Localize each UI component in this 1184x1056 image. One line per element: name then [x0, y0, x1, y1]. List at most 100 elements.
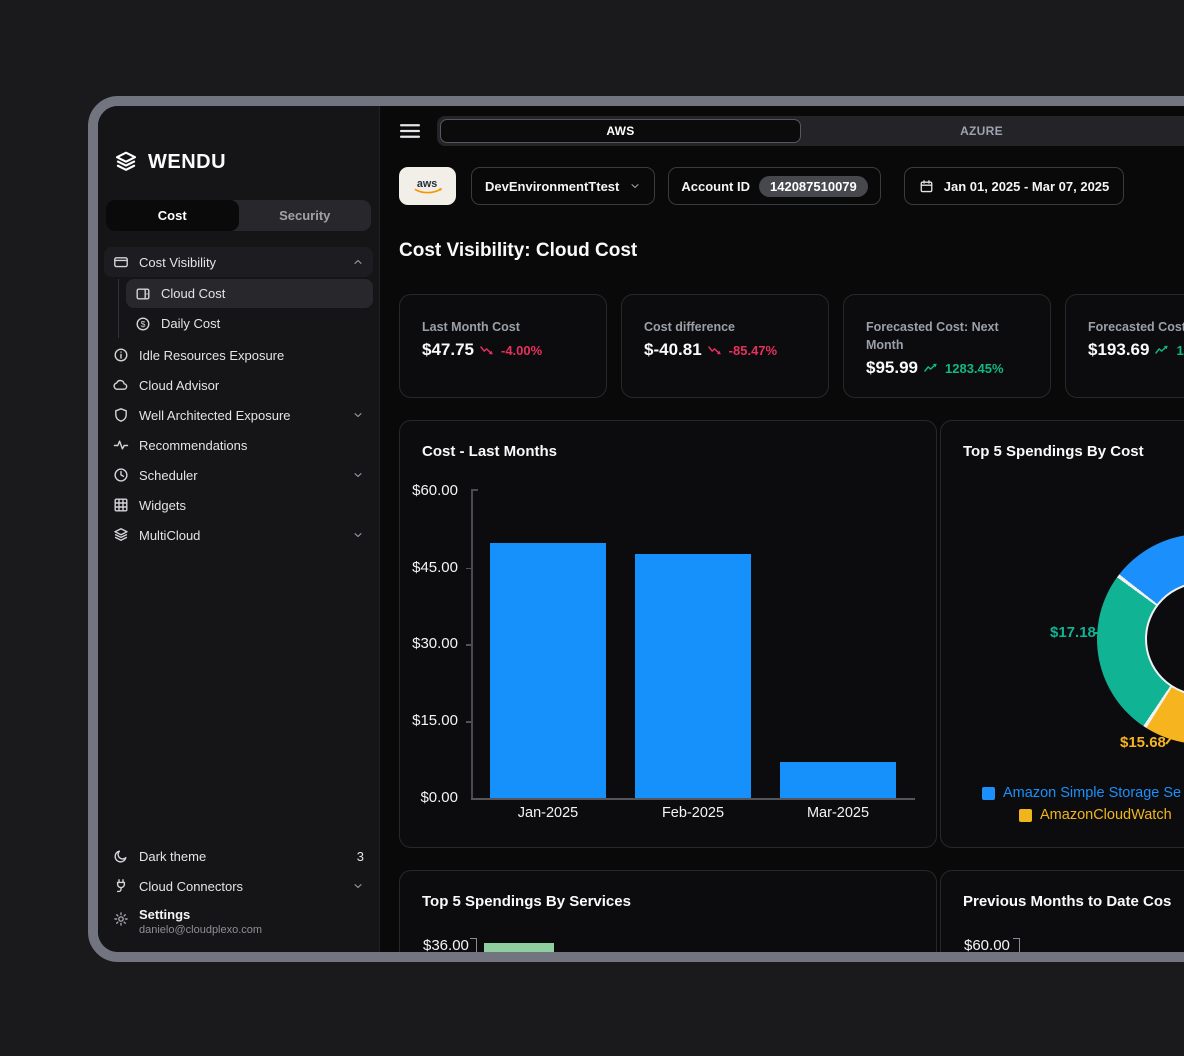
- filter-bar: aws DevEnvironmentTtest Account ID 14208…: [399, 166, 1125, 206]
- tab-azure[interactable]: AZURE: [960, 124, 1003, 138]
- chevron-up-icon: [352, 256, 364, 268]
- stat-card: Cost difference $-40.81 -85.47%: [621, 294, 829, 398]
- legend-swatch: [982, 786, 995, 800]
- bar-Jan-2025: [490, 543, 606, 798]
- sidebar-item-widgets[interactable]: Widgets: [104, 490, 373, 520]
- chart-title: Top 5 Spendings By Services: [422, 893, 631, 910]
- sidebar-subgroup: Cloud Cost $ Daily Cost: [118, 279, 373, 338]
- y-axis-tick: [466, 644, 471, 646]
- date-range-picker[interactable]: Jan 01, 2025 - Mar 07, 2025: [903, 167, 1125, 205]
- trend-up-icon: [924, 362, 939, 374]
- y-axis-tick-label: $60.00: [412, 482, 458, 499]
- dollar-circle-icon: $: [135, 316, 151, 332]
- card-icon: [135, 286, 151, 302]
- sidebar-item-label: Recommendations: [139, 437, 248, 453]
- wallet-icon: [113, 254, 129, 270]
- dark-theme-toggle[interactable]: Dark theme 3: [104, 841, 373, 871]
- chart-title: Top 5 Spendings By Cost: [963, 443, 1144, 460]
- x-axis-tick-label: Feb-2025: [661, 805, 725, 821]
- environment-value: DevEnvironmentTtest: [485, 178, 620, 194]
- stat-card-value: $-40.81: [644, 340, 702, 360]
- stat-card-value: $193.69: [1088, 340, 1150, 360]
- sidebar-item-cost-visibility[interactable]: Cost Visibility: [104, 247, 373, 277]
- stat-card: Last Month Cost $47.75 -4.00%: [399, 294, 607, 398]
- sidebar-item-label: Well Architected Exposure: [139, 407, 291, 423]
- hamburger-menu-icon[interactable]: [399, 120, 421, 142]
- sidebar-item-label: Daily Cost: [161, 316, 221, 331]
- tab-aws[interactable]: AWS: [440, 119, 801, 143]
- sidebar-item-label: Cost Visibility: [139, 254, 217, 270]
- sidebar-item-recommendations[interactable]: Recommendations: [104, 430, 373, 460]
- sidebar-item-well-architected-exposure[interactable]: Well Architected Exposure: [104, 400, 373, 430]
- account-id-value[interactable]: 142087510079: [759, 175, 868, 197]
- sidebar-item-multicloud[interactable]: MultiCloud: [104, 520, 373, 550]
- chevron-down-icon: [352, 529, 364, 541]
- dark-theme-label: Dark theme: [139, 848, 207, 864]
- app-window: WENDU Cost Security Cost Visibility Cloud…: [88, 96, 1184, 962]
- slice-label-yellow: $15.68: [1120, 734, 1166, 751]
- legend-item[interactable]: Amazon Simple Storage Se: [982, 785, 1181, 801]
- sidebar-item-scheduler[interactable]: Scheduler: [104, 460, 373, 490]
- legend-label: Amazon Simple Storage Se: [1003, 785, 1182, 801]
- sidebar-item-cloud-connectors[interactable]: Cloud Connectors: [104, 871, 373, 901]
- stat-card-value-row: $95.99 1283.45%: [866, 358, 1028, 378]
- chevron-down-icon: [352, 469, 364, 481]
- sidebar-item-daily-cost[interactable]: $ Daily Cost: [126, 309, 373, 338]
- tab-security[interactable]: Security: [279, 208, 331, 223]
- date-range-value: Jan 01, 2025 - Mar 07, 2025: [943, 178, 1110, 194]
- donut-chart: [1097, 534, 1184, 744]
- sidebar-item-label: MultiCloud: [139, 527, 201, 543]
- trend-down-icon: [707, 344, 723, 356]
- tab-cost[interactable]: Cost: [106, 200, 239, 231]
- legend-swatch: [1019, 808, 1032, 822]
- legend-label: AmazonCloudWatch: [1040, 807, 1172, 823]
- y-axis-tick-label: $15.00: [412, 712, 458, 729]
- sidebar-item-label: Cloud Advisor: [139, 377, 220, 393]
- sidebar-item-label: Cloud Cost: [161, 286, 226, 301]
- top5-spendings-cost-card: Top 5 Spendings By Cost $17.18 $15.68 Am…: [940, 420, 1184, 848]
- axis-tick: [1013, 938, 1020, 952]
- axis-tick: [470, 938, 477, 952]
- sidebar-item-cloud-advisor[interactable]: Cloud Advisor: [104, 370, 373, 400]
- settings-email: danielo@cloudplexo.com: [139, 924, 263, 936]
- brand: WENDU: [98, 106, 379, 174]
- gear-icon: [113, 911, 129, 927]
- environment-dropdown[interactable]: DevEnvironmentTtest: [471, 167, 656, 205]
- chart-title: Previous Months to Date Cos: [963, 893, 1172, 910]
- stat-card-value-row: $193.69 101: [1088, 340, 1184, 360]
- info-circle-icon: [113, 347, 129, 363]
- slice-label-teal: $17.18: [1050, 624, 1096, 641]
- cost-last-months-card: Cost - Last Months $60.00 $45.00 $30.00 $15…: [399, 420, 937, 848]
- y-axis-tick-label: $45.00: [412, 558, 458, 576]
- calendar-icon: [919, 179, 934, 194]
- chevron-down-icon: [352, 409, 364, 421]
- sidebar-item-settings[interactable]: Settings danielo@cloudplexo.com: [104, 901, 373, 938]
- aws-logo[interactable]: aws: [399, 167, 456, 205]
- account-id-label: Account ID: [681, 178, 750, 194]
- bar-Feb-2025: [635, 554, 751, 798]
- stat-card-label: Forecasted Cost:: [1088, 320, 1184, 334]
- stat-cards-row: Last Month Cost $47.75 -4.00% Cost differen…: [399, 294, 1184, 398]
- trend-up-icon: [1155, 344, 1170, 356]
- legend-item[interactable]: AmazonCloudWatch: [1019, 807, 1172, 823]
- y-axis-tick-label: $30.00: [412, 635, 458, 653]
- chevron-down-icon: [629, 180, 641, 192]
- stat-card-percent: -85.47%: [728, 342, 778, 358]
- sidebar-item-label: Scheduler: [139, 467, 198, 483]
- sidebar-item-idle-resources-exposure[interactable]: Idle Resources Exposure: [104, 340, 373, 370]
- chevron-down-icon: [352, 880, 364, 892]
- sidebar-footer: Dark theme 3 Cloud Connectors Settings d…: [98, 841, 379, 952]
- cloud-connectors-label: Cloud Connectors: [139, 878, 244, 894]
- bar-Mar-2025: [780, 762, 896, 798]
- trend-down-icon: [480, 344, 495, 356]
- axis-tick-label: $36.00: [423, 937, 469, 952]
- stat-card-percent: -4.00%: [501, 342, 543, 358]
- svg-text:$: $: [141, 318, 146, 328]
- sidebar-item-cloud-cost[interactable]: Cloud Cost: [126, 279, 373, 308]
- y-axis-tick-label: $0.00: [420, 789, 458, 806]
- stat-card-value: $47.75: [422, 340, 474, 360]
- x-axis-line: [471, 798, 915, 800]
- clock-icon: [113, 467, 129, 483]
- stat-card-label: Cost difference: [644, 320, 735, 334]
